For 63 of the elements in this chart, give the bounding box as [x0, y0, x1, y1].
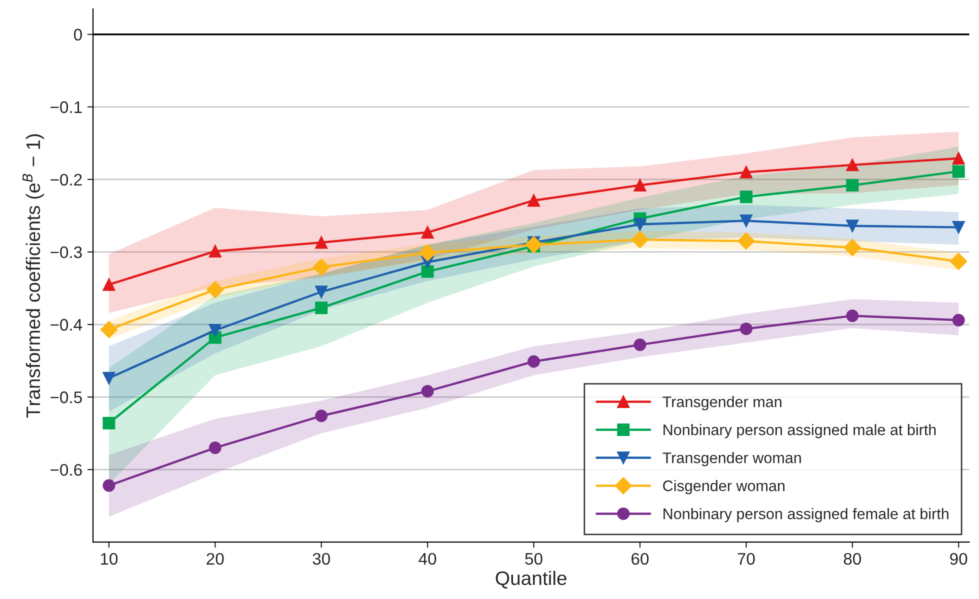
- legend-label: Nonbinary person assigned male at birth: [664, 424, 936, 438]
- x-tick-label: 60: [632, 552, 649, 565]
- x-axis-title: Quantile: [496, 570, 566, 589]
- point: [634, 218, 646, 231]
- point: [206, 281, 224, 298]
- point: [102, 416, 116, 430]
- y-axis-title: Transformed coefficients (e$^{B}$ − 1): [22, 134, 44, 418]
- point: [208, 442, 222, 454]
- point: [740, 322, 752, 336]
- x-tick-label: 90: [950, 552, 968, 565]
- point: [421, 265, 434, 278]
- point: [740, 214, 752, 228]
- legend-label: Transgender man: [662, 396, 782, 410]
- point: [528, 355, 540, 368]
- legend-label: Transgender woman: [662, 452, 801, 466]
- point: [952, 152, 965, 165]
- legend-label: Nonbinary person assigned female at birth: [664, 508, 948, 522]
- y-tick-label: −0.5: [50, 391, 82, 404]
- point: [846, 310, 859, 322]
- point: [419, 244, 436, 262]
- x-tick-label: 80: [844, 552, 861, 565]
- point: [738, 232, 755, 250]
- point: [315, 410, 328, 422]
- point: [528, 194, 540, 207]
- x-tick-label: 20: [206, 552, 224, 565]
- point: [950, 252, 968, 270]
- point: [952, 165, 965, 178]
- point: [846, 158, 859, 172]
- point: [208, 244, 222, 258]
- point: [102, 278, 116, 291]
- point: [100, 321, 118, 338]
- point: [631, 231, 649, 248]
- point: [315, 236, 328, 249]
- point: [315, 286, 328, 298]
- point: [102, 372, 116, 384]
- y-tick-label: −0.1: [50, 101, 82, 114]
- x-tick-label: 30: [312, 552, 330, 565]
- point: [844, 239, 861, 256]
- x-tick-label: 70: [738, 552, 755, 565]
- point: [421, 226, 434, 239]
- y-tick-label: −0.4: [50, 318, 82, 331]
- y-tick-label: −0.6: [50, 464, 82, 476]
- y-tick-label: −0.2: [50, 174, 82, 186]
- point: [846, 220, 859, 232]
- y-tick-label: 0: [74, 28, 82, 41]
- point: [952, 221, 965, 234]
- x-tick-label: 40: [418, 552, 436, 565]
- point: [315, 302, 328, 314]
- point: [740, 166, 752, 178]
- y-tick-label: −0.3: [50, 246, 82, 258]
- point: [525, 236, 542, 254]
- point: [634, 178, 646, 192]
- point: [102, 479, 116, 492]
- x-tick-label: 10: [100, 552, 118, 565]
- x-tick-label: 50: [525, 552, 542, 565]
- point: [208, 324, 222, 337]
- point: [740, 190, 752, 204]
- point: [312, 258, 330, 276]
- legend-label: Cisgender woman: [663, 480, 784, 494]
- point: [952, 314, 965, 326]
- point: [846, 178, 859, 192]
- point: [634, 338, 646, 352]
- point: [421, 384, 434, 398]
